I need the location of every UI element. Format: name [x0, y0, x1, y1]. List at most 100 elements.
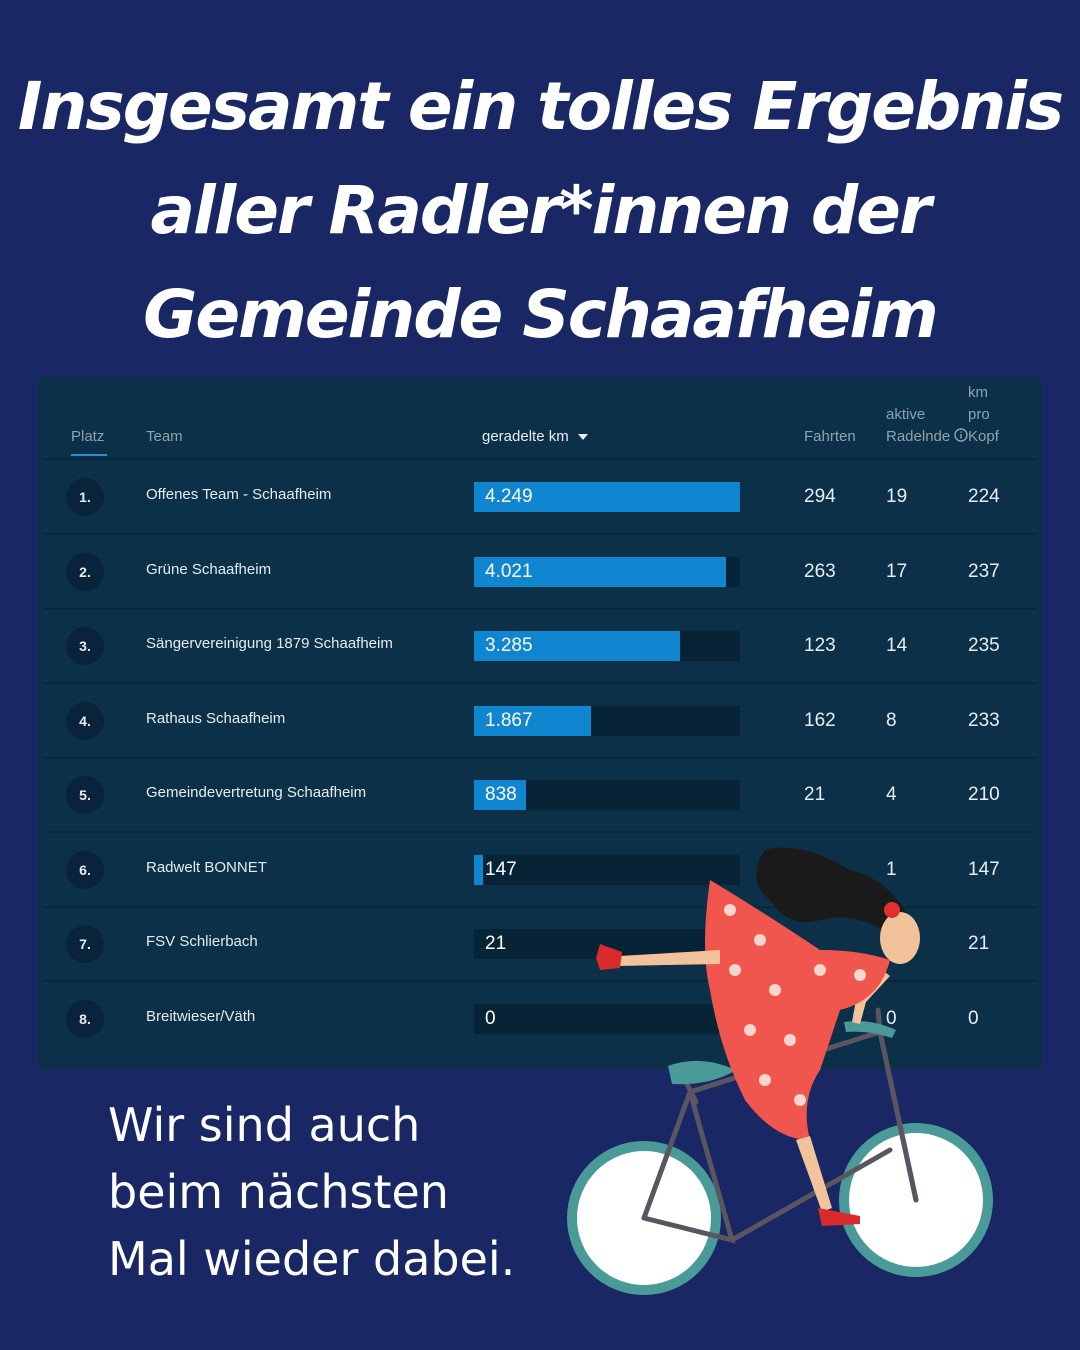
table-row[interactable]: 5. Gemeindevertretung Schaafheim 838 21 4 210: [38, 758, 1042, 832]
footer-message: Wir sind auch beim nächsten Mal wieder d…: [108, 1092, 515, 1293]
km-value: 147: [485, 858, 517, 880]
km-bar-fill: [474, 631, 680, 661]
column-header-aktive[interactable]: aktive Radelnde: [886, 404, 969, 448]
pro-kopf-value: 21: [968, 933, 990, 954]
rank-badge: 8.: [66, 999, 104, 1038]
table-row[interactable]: 1. Offenes Team - Schaafheim 4.249 294 19 224: [38, 460, 1042, 534]
column-header-km[interactable]: geradelte km: [482, 426, 589, 448]
cyclist-illustration: [567, 847, 993, 1295]
team-name: Breitwieser/Väth: [146, 1007, 256, 1025]
handlebar: [844, 1021, 896, 1038]
km-bar-fill: [474, 780, 527, 810]
km-value: 1.867: [485, 709, 533, 731]
km-value: 4.249: [485, 486, 533, 507]
back-leg: [618, 950, 720, 966]
rank-badge: 1.: [66, 478, 104, 516]
team-name: Gemeindevertretung Schaafheim: [146, 784, 367, 801]
km-bar-track: 3.285: [474, 631, 740, 661]
rank-badge: 3.: [66, 627, 104, 665]
footer-line-1: Wir sind auch: [108, 1098, 421, 1152]
km-bar-track: 838: [474, 780, 740, 810]
table-row[interactable]: 2. Grüne Schaafheim 4.021 263 17 237: [38, 535, 1042, 609]
column-header-team[interactable]: Team: [146, 428, 183, 445]
table-row[interactable]: 3. Sängervereinigung 1879 Schaafheim 3.285…: [38, 609, 1042, 683]
caret-down-icon: [577, 434, 588, 440]
km-bar-track: 4.249: [474, 482, 740, 512]
headline-line-2: aller Radler*innen der: [150, 172, 931, 249]
column-header-fahrten[interactable]: Fahrten: [804, 428, 856, 445]
hair: [756, 847, 910, 940]
row-divider: [44, 607, 1036, 610]
aktive-value: 19: [886, 486, 908, 507]
km-bar-track: 1.867: [474, 705, 740, 736]
row-divider: [44, 980, 1036, 982]
aktive-value: 17: [886, 560, 908, 582]
dress: [705, 880, 890, 1140]
pro-kopf-value: 237: [968, 560, 1000, 582]
km-bar-fill: [474, 854, 484, 885]
km-bar-track: 0: [474, 1003, 740, 1034]
rank-badge: 6.: [66, 850, 104, 889]
back-shoe: [596, 944, 622, 970]
column-header-kopf-line-2: pro: [968, 406, 990, 423]
leaderboard-table: Platz Team geradelte km Fahrten aktive R…: [38, 377, 1042, 1069]
team-name: Sängervereinigung 1879 Schaafheim: [146, 635, 393, 652]
pro-kopf-value: 233: [968, 709, 1000, 731]
km-value: 4.021: [485, 560, 533, 582]
footer-line-2: beim nächsten: [108, 1165, 449, 1219]
front-shoe: [818, 1208, 860, 1226]
team-name: Radwelt BONNET: [146, 858, 267, 876]
column-header-platz[interactable]: Platz: [71, 428, 105, 445]
team-name: Grüne Schaafheim: [146, 560, 272, 578]
column-header-aktive-line-1: aktive: [886, 406, 926, 423]
column-header-km-pro-kopf[interactable]: km pro Kopf: [968, 382, 999, 448]
pro-kopf-value: 147: [968, 858, 1000, 880]
info-icon[interactable]: [954, 428, 969, 442]
km-value: 3.285: [485, 635, 533, 656]
aktive-value: 14: [886, 635, 908, 656]
dress-flowers: [724, 904, 866, 1106]
rank-badge: 5.: [66, 776, 104, 814]
km-bar-fill: [474, 556, 726, 587]
saddle: [668, 1060, 736, 1085]
pro-kopf-value: 0: [968, 1007, 979, 1029]
headline-line-1: Insgesamt ein tolles Ergebnis: [17, 68, 1064, 145]
column-header-kopf-line-3: Kopf: [968, 428, 999, 445]
team-name: Rathaus Schaafheim: [146, 709, 286, 727]
team-name: Offenes Team - Schaafheim: [146, 486, 332, 503]
aktive-value: 1: [886, 858, 897, 880]
km-value: 838: [485, 784, 517, 805]
rank-badge: 2.: [66, 552, 104, 591]
km-bar-fill: [474, 705, 591, 736]
team-name: FSV Schlierbach: [146, 933, 258, 950]
row-divider: [44, 682, 1036, 684]
headline-line-3: Gemeinde Schaafheim: [143, 276, 939, 353]
active-sort-underline: [71, 454, 107, 456]
column-header-aktive-line-2: Radelnde: [886, 428, 951, 445]
aktive-value: 0: [886, 1007, 897, 1029]
km-value: 0: [485, 1007, 496, 1029]
front-leg: [796, 1136, 832, 1212]
rank-badge: 7.: [66, 925, 104, 963]
pro-kopf-value: 224: [968, 486, 1000, 507]
pro-kopf-value: 210: [968, 784, 1000, 805]
hair-flower: [884, 902, 900, 918]
km-bar-track: 147: [474, 854, 740, 885]
column-header-kopf-line-1: km: [968, 384, 988, 401]
rank-badge: 4.: [66, 701, 104, 740]
row-divider: [44, 756, 1036, 759]
fahrten-value: 294: [804, 486, 836, 507]
column-header-km-label: geradelte km: [482, 428, 569, 445]
headline: Insgesamt ein tolles Ergebnis aller Radl…: [0, 55, 1080, 367]
table-row[interactable]: 4. Rathaus Schaafheim 1.867 162 8 233: [38, 684, 1042, 758]
table-row[interactable]: 8. Breitwieser/Väth 0 0 0: [38, 982, 1042, 1056]
km-bar-track: 4.021: [474, 556, 740, 587]
row-divider: [44, 905, 1036, 908]
fahrten-value: 263: [804, 560, 836, 582]
pro-kopf-value: 235: [968, 635, 1000, 656]
header-divider: [44, 458, 1036, 460]
fahrten-value: 21: [804, 784, 826, 805]
row-divider: [44, 533, 1036, 535]
table-row[interactable]: 6. Radwelt BONNET 147 1 147: [38, 833, 1042, 907]
aktive-value: 8: [886, 709, 897, 731]
